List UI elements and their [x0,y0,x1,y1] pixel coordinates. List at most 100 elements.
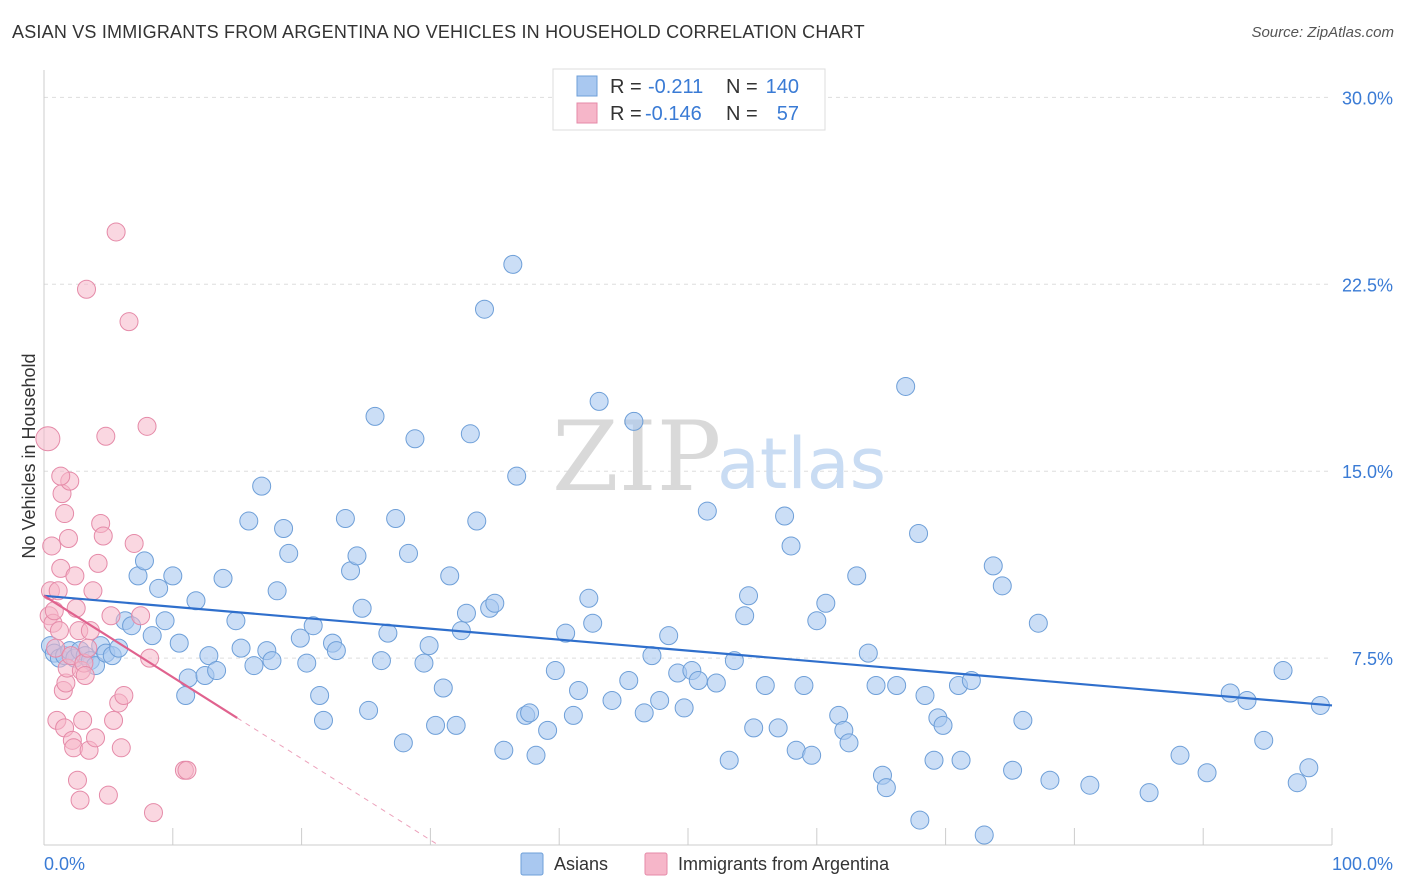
y-tick-label: 30.0% [1342,88,1393,108]
legend-swatch-argentina [576,102,598,124]
asians-point [526,745,546,765]
asians-point [393,733,413,753]
asians-point [352,598,372,618]
legend-argentina-r-label: R = [610,103,642,125]
asians-point [1254,730,1274,750]
legend-swatch-asians [576,75,598,97]
asians-point [951,750,971,770]
argentina-point [93,526,113,546]
asians-point [1040,770,1060,790]
asians-point [659,626,679,646]
bottom-legend-swatch-argentina [644,852,668,876]
asians-point [178,668,198,688]
argentina-point [96,426,116,446]
correlation-legend: R = -0.211 N = 140 R = -0.146 N = 57 [552,68,826,131]
asians-point [569,680,589,700]
asians-point [556,623,576,643]
argentina-trend-line [43,594,238,719]
asians-point [924,750,944,770]
asians-point [310,685,330,705]
asians-point [440,566,460,586]
asians-point [467,511,487,531]
asians-point [405,429,425,449]
asians-point [634,703,654,723]
asians-point [297,653,317,673]
asians-point [583,613,603,633]
argentina-point [114,685,134,705]
asians-point [1080,775,1100,795]
asians-point [1170,745,1190,765]
asians-point [433,678,453,698]
asians-point [545,661,565,681]
x-tick-label-max: 100.0% [1332,854,1393,874]
asians-point [579,588,599,608]
asians-point [303,616,323,636]
asians-point [642,646,662,666]
asians-trend-line [43,594,1333,707]
asians-point [419,636,439,656]
asians-point [399,543,419,563]
asians-point [503,254,523,274]
asians-point [155,611,175,631]
argentina-points [35,222,197,823]
argentina-point [51,466,71,486]
legend-asians-r-label: R = [610,76,642,98]
argentina-point [42,536,62,556]
argentina-point [66,598,86,618]
legend-box [552,68,826,131]
argentina-point [86,728,106,748]
asians-point [186,591,206,611]
asians-point [802,745,822,765]
asians-point [279,543,299,563]
series-legend: Asians Immigrants from Argentina [520,852,890,876]
asians-point [326,641,346,661]
asians-point [910,810,930,830]
asians-point [624,411,644,431]
asians-point [909,523,929,543]
asians-point [244,656,264,676]
asians-point [239,511,259,531]
y-tick-label: 22.5% [1342,275,1393,295]
legend-argentina-r-value: -0.146 [645,103,702,125]
asians-point [520,703,540,723]
asians-point [755,676,775,696]
asians-point [1197,763,1217,783]
asians-point [858,643,878,663]
asians-point [474,299,494,319]
asians-point [974,825,994,845]
asians-point [896,376,916,396]
asians-point [724,651,744,671]
asians-point [876,778,896,798]
y-tick-label: 7.5% [1352,649,1393,669]
argentina-point [111,738,131,758]
asians-point [866,676,886,696]
asians-point [1139,783,1159,803]
legend-asians-n-value: 140 [766,76,799,98]
argentina-point [65,566,85,586]
argentina-point [88,553,108,573]
asians-point [365,406,385,426]
asians-point [887,676,907,696]
argentina-point [119,312,139,332]
asians-point [347,546,367,566]
asians-point [847,566,867,586]
asians-point [163,566,183,586]
argentina-point [131,606,151,626]
asians-points [40,254,1330,845]
asians-point [386,509,406,529]
y-axis-tick-labels: 7.5% 15.0% 22.5% 30.0% [1342,88,1393,669]
asians-point [768,718,788,738]
argentina-point [73,710,93,730]
asians-point [359,700,379,720]
argentina-point [104,710,124,730]
asians-point [775,506,795,526]
asians-point [1220,683,1240,703]
bottom-legend-argentina: Immigrants from Argentina [678,854,890,874]
asians-point [134,551,154,571]
argentina-point [78,638,98,658]
asians-point [252,476,272,496]
asians-point [213,568,233,588]
asians-point [1003,760,1023,780]
x-axis-ticks [43,828,1333,845]
